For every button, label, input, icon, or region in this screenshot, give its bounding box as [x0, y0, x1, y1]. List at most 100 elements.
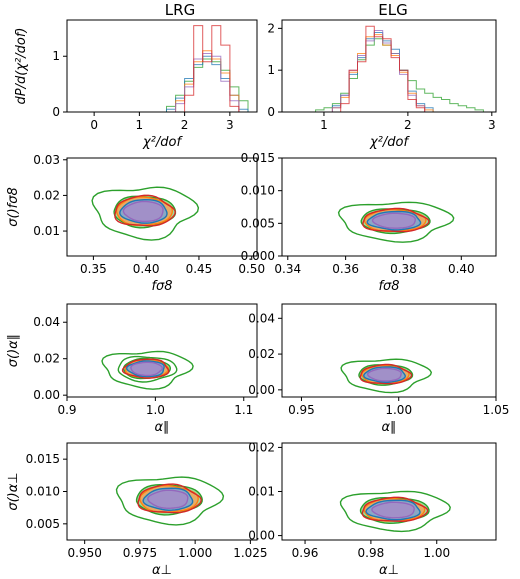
contour-purple-filled	[130, 361, 164, 377]
axes-frame	[281, 19, 497, 113]
x-axis-label: χ²/dof	[369, 135, 410, 150]
histogram-series-purple	[315, 30, 484, 112]
x-tick-label: 0.9	[57, 403, 76, 417]
y-tick-label: 0.000	[241, 249, 275, 263]
y-tick-label: 0.01	[33, 224, 60, 238]
plot-area	[166, 25, 249, 112]
plot-area	[91, 186, 200, 241]
contour-green-outline	[101, 350, 194, 390]
contour-purple-filled	[147, 489, 189, 510]
axes-frame	[281, 442, 497, 541]
y-tick-label: 0.01	[248, 485, 275, 499]
panel-lrg_chi2: 0 1 2 3 0 1 χ²/dof dP/d(χ²/dof)	[14, 19, 258, 150]
y-tick-label: 0.005	[26, 517, 60, 531]
x-tick-label: 1.025	[233, 546, 267, 560]
x-tick-label: 2	[181, 118, 189, 132]
x-axis-label: fσ8	[151, 279, 172, 294]
panel-elg_apar: 0.95 1.00 1.05 0.00 0.02 0.04 α∥	[248, 303, 510, 435]
x-tick-label: 0.36	[332, 262, 359, 276]
x-tick-label: 0.975	[123, 546, 157, 560]
y-axis-label: σ()α⊥	[6, 472, 21, 510]
x-tick-label: 0.34	[274, 262, 301, 276]
x-tick-label: 0.40	[133, 262, 160, 276]
y-tick-label: 0.00	[33, 388, 60, 402]
contour-red-outline	[121, 358, 170, 379]
x-tick-label: 3	[226, 118, 234, 132]
x-tick-label: 0.50	[238, 262, 265, 276]
x-tick-label: 0.98	[358, 546, 385, 560]
x-tick-label: 0.45	[186, 262, 213, 276]
y-axis-label: σ()fσ8	[6, 187, 21, 226]
contour-red-outline	[114, 194, 176, 227]
panel-lrg_apar: 0.9 1.0 1.1 0.00 0.02 0.04 α∥ σ()α∥	[6, 303, 258, 435]
axes-frame	[66, 19, 258, 113]
y-tick-label: 2	[267, 21, 275, 35]
plot-area	[339, 490, 451, 533]
contour-red-outline	[361, 496, 429, 523]
y-tick-label: 0.02	[248, 347, 275, 361]
contour-green-outline	[117, 355, 178, 383]
x-tick-label: 1.00	[385, 403, 412, 417]
y-axis-label: σ()α∥	[6, 334, 21, 367]
contour-purple-filled	[122, 200, 164, 223]
y-tick-label: 0.02	[33, 352, 60, 366]
y-tick-label: 0.04	[248, 311, 275, 325]
panel-elg_fs8: 0.34 0.36 0.38 0.40 0.000 0.005 0.010 0.015 fσ8	[241, 151, 497, 294]
x-tick-label: 0.95	[288, 403, 315, 417]
y-tick-label: 0	[267, 105, 275, 119]
y-tick-label: 0.04	[33, 315, 60, 329]
x-tick-label: 0.950	[67, 546, 101, 560]
panel-elg_aperp: 0.96 0.98 1.00 0.00 0.01 0.02 α⊥	[248, 440, 497, 578]
column-title-elg: ELG	[378, 1, 407, 19]
panel-lrg_fs8: 0.35 0.40 0.45 0.50 0.01 0.02 0.03 fσ8 σ()fσ8	[6, 153, 265, 294]
x-tick-label: 1	[136, 118, 144, 132]
x-axis-label: α∥	[154, 420, 169, 435]
plot-area	[340, 358, 433, 394]
y-tick-label: 0.015	[241, 151, 275, 165]
y-tick-label: 0.02	[33, 188, 60, 202]
y-tick-label: 0.02	[248, 440, 275, 454]
x-tick-label: 1.05	[483, 403, 510, 417]
x-tick-label: 0	[90, 118, 98, 132]
contour-green-outline	[339, 490, 451, 533]
contour-green-outline	[340, 358, 433, 394]
contour-purple-filled	[367, 367, 402, 382]
panel-lrg_aperp: 0.950 0.975 1.000 1.025 0.005 0.010 0.015 α⊥ σ()…	[6, 442, 268, 578]
y-tick-label: 0.005	[241, 216, 275, 230]
histogram-series-red	[166, 25, 248, 112]
y-tick-label: 0	[52, 105, 60, 119]
histogram-series-red	[315, 25, 484, 112]
plot-area	[315, 25, 484, 112]
y-tick-label: 0.03	[33, 153, 60, 167]
y-tick-label: 0.010	[26, 485, 60, 499]
plot-area	[101, 350, 194, 390]
y-tick-label: 0.00	[248, 383, 275, 397]
column-title-lrg: LRG	[165, 1, 195, 19]
x-tick-label: 1	[320, 118, 328, 132]
axes-frame	[66, 157, 258, 257]
x-tick-label: 1.00	[423, 546, 450, 560]
x-tick-label: 0.38	[390, 262, 417, 276]
histogram-series-green	[166, 58, 249, 112]
contour-red-outline	[137, 483, 202, 514]
x-axis-label: α⊥	[152, 563, 172, 578]
contour-purple-filled	[371, 212, 417, 229]
plot-area	[115, 476, 225, 526]
contour-red-outline	[362, 207, 430, 233]
x-axis-label: α⊥	[379, 563, 399, 578]
axes-frame	[66, 303, 258, 398]
x-tick-label: 0.35	[80, 262, 107, 276]
contour-purple-filled	[371, 501, 415, 519]
x-tick-label: 1.1	[234, 403, 253, 417]
histogram-series-orange	[166, 50, 248, 112]
x-axis-label: fσ8	[378, 279, 399, 294]
x-axis-label: χ²/dof	[142, 135, 183, 150]
y-tick-label: 0.00	[248, 529, 275, 543]
x-tick-label: 1.0	[146, 403, 165, 417]
x-tick-label: 1.000	[178, 546, 212, 560]
plot-area	[337, 201, 455, 243]
y-tick-label: 1	[267, 63, 275, 77]
x-tick-label: 0.40	[448, 262, 475, 276]
y-tick-label: 1	[52, 49, 60, 63]
